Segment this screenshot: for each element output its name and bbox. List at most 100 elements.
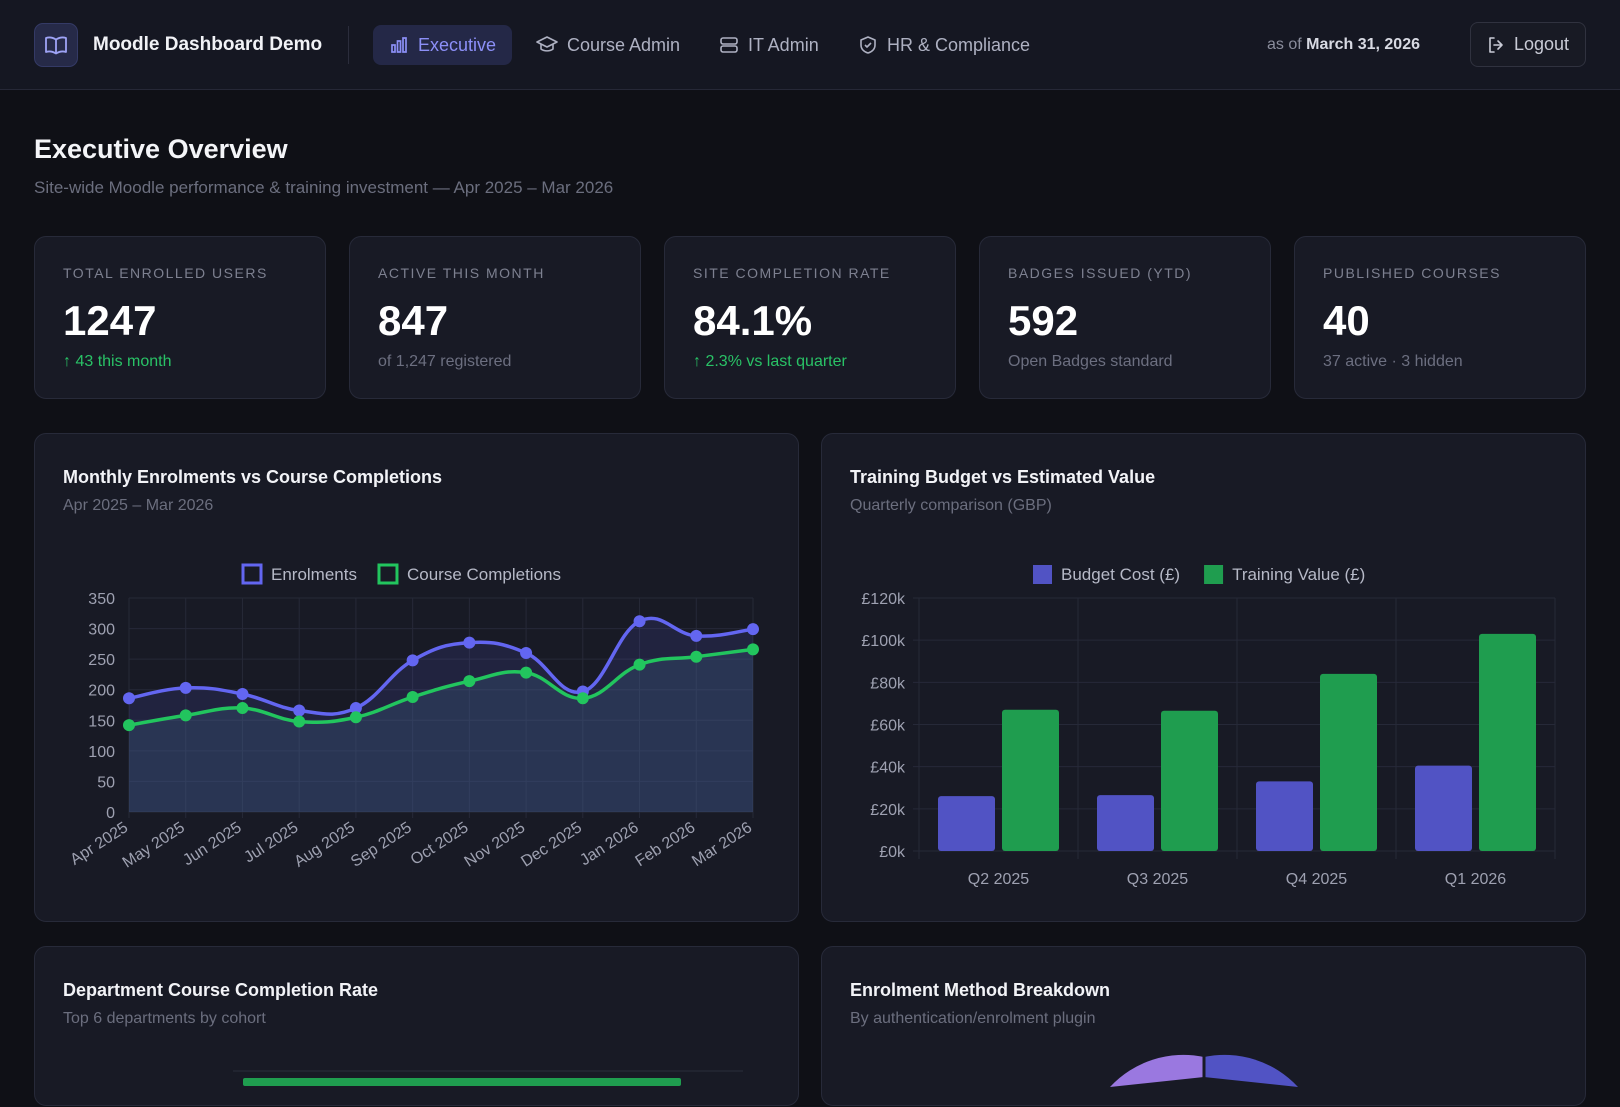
- department-bar-chart: [233, 1070, 743, 1086]
- pie-slice: [1110, 1054, 1204, 1087]
- kpi-subtext: of 1,247 registered: [378, 353, 512, 370]
- kpi-value: 592: [1008, 297, 1079, 344]
- bar: [1320, 673, 1377, 851]
- x-tick-label: May 2025: [120, 819, 188, 872]
- data-point: [576, 692, 589, 705]
- y-tick-label: 150: [88, 713, 115, 730]
- kpi-value: 847: [378, 297, 449, 344]
- chart-title: Training Budget vs Estimated Value: [850, 467, 1156, 487]
- x-tick-label: Q2 2025: [968, 871, 1029, 888]
- bar: [1415, 765, 1472, 851]
- series-area: [129, 649, 753, 812]
- x-tick-label: Sep 2025: [348, 819, 415, 871]
- tab-label: Executive: [418, 34, 497, 55]
- legend-label: Enrolments: [271, 565, 357, 584]
- kpi-label: Active This Month: [378, 265, 545, 281]
- tab-it-admin[interactable]: IT Admin: [703, 25, 835, 65]
- bar-chart-icon: [391, 37, 407, 53]
- data-point: [633, 615, 646, 628]
- kpi-label: Published Courses: [1323, 265, 1501, 281]
- x-tick-label: Aug 2025: [291, 819, 358, 871]
- data-point: [406, 691, 419, 704]
- x-tick-label: Mar 2026: [689, 819, 755, 870]
- y-tick-label: 100: [88, 744, 115, 761]
- as-of-date: as of March 31, 2026: [1267, 36, 1420, 54]
- x-tick-label: Jun 2025: [180, 819, 245, 869]
- x-tick-label: Oct 2025: [408, 819, 472, 869]
- y-tick-label: £80k: [870, 675, 906, 692]
- data-point: [123, 719, 135, 732]
- kpi-trend: ↑ 43 this month: [63, 353, 172, 370]
- chart-title: Monthly Enrolments vs Course Completions: [63, 467, 443, 487]
- kpi-card-published-courses: Published Courses 40 37 active · 3 hidde…: [1294, 236, 1586, 399]
- tab-executive[interactable]: Executive: [373, 25, 513, 65]
- kpi-value: 40: [1323, 297, 1370, 344]
- data-point: [406, 654, 419, 667]
- tab-hr-compliance[interactable]: HR & Compliance: [842, 25, 1046, 65]
- chart-subtitle: By authentication/enrolment plugin: [850, 1010, 1096, 1027]
- x-tick-label: Jan 2026: [577, 819, 642, 869]
- tab-label: IT Admin: [748, 34, 819, 55]
- data-point: [463, 675, 476, 688]
- server-icon: [720, 37, 738, 53]
- y-tick-label: £100k: [861, 633, 906, 650]
- kpi-label: Total Enrolled Users: [63, 265, 268, 281]
- kpi-label: Badges Issued (YTD): [1008, 265, 1193, 281]
- y-tick-label: 200: [88, 683, 115, 700]
- y-tick-label: £40k: [870, 760, 906, 777]
- legend-label: Course Completions: [407, 565, 561, 584]
- kpi-value: 1247: [63, 297, 157, 344]
- book-icon[interactable]: [34, 23, 78, 67]
- x-tick-label: Nov 2025: [462, 819, 529, 871]
- legend-swatch: [377, 563, 399, 585]
- x-tick-label: Q4 2025: [1286, 871, 1347, 888]
- pie-slice: [1204, 1054, 1298, 1087]
- enrolments-line-chart: Enrolments Course Completions 0 50 100 150 200…: [67, 563, 759, 872]
- y-tick-label: 0: [106, 805, 115, 822]
- legend-swatch: [1204, 565, 1224, 584]
- kpi-card-badges-issued: Badges Issued (YTD) 592 Open Badges stan…: [979, 236, 1271, 399]
- data-point: [293, 704, 306, 717]
- legend-swatch: [241, 563, 263, 585]
- data-point: [690, 650, 703, 663]
- tab-label: Course Admin: [567, 34, 681, 55]
- y-tick-label: £60k: [870, 718, 906, 735]
- data-point: [349, 711, 362, 724]
- logout-icon: [1489, 36, 1503, 53]
- x-tick-label: Q1 2026: [1445, 871, 1506, 888]
- tab-course-admin[interactable]: Course Admin: [520, 25, 696, 65]
- brand-name[interactable]: Moodle Dashboard Demo: [93, 34, 323, 55]
- legend-label: Budget Cost (£): [1061, 565, 1180, 584]
- series-area: [129, 618, 753, 812]
- bar: [1161, 710, 1218, 851]
- data-point: [463, 636, 476, 649]
- chart-title: Enrolment Method Breakdown: [850, 980, 1111, 1000]
- data-point: [179, 681, 192, 694]
- data-point: [123, 692, 135, 705]
- y-tick-label: 300: [88, 622, 115, 639]
- logout-button[interactable]: Logout: [1470, 22, 1586, 67]
- legend-swatch: [1033, 565, 1052, 584]
- data-point: [179, 709, 192, 722]
- chart-subtitle: Quarterly comparison (GBP): [850, 497, 1052, 514]
- y-tick-label: 50: [97, 774, 115, 791]
- as-of-prefix: as of: [1267, 36, 1302, 53]
- page-title: Executive Overview: [34, 134, 288, 164]
- y-tick-label: 250: [88, 652, 115, 669]
- bar: [1256, 781, 1313, 851]
- logout-label: Logout: [1513, 34, 1570, 54]
- method-pie-chart: [1110, 1054, 1298, 1087]
- y-tick-label: £0k: [879, 844, 906, 861]
- x-tick-label: Q3 2025: [1127, 871, 1188, 888]
- y-tick-label: 350: [88, 591, 115, 608]
- legend-label: Training Value (£): [1232, 565, 1365, 584]
- data-point: [747, 643, 759, 656]
- kpi-subtext: 37 active · 3 hidden: [1323, 353, 1463, 370]
- tab-label: HR & Compliance: [887, 34, 1031, 55]
- y-tick-label: £20k: [870, 802, 906, 819]
- kpi-label: Site Completion Rate: [693, 265, 891, 281]
- bar: [1002, 709, 1059, 851]
- y-tick-label: £120k: [861, 591, 906, 608]
- data-point: [633, 658, 646, 671]
- data-point: [236, 702, 249, 715]
